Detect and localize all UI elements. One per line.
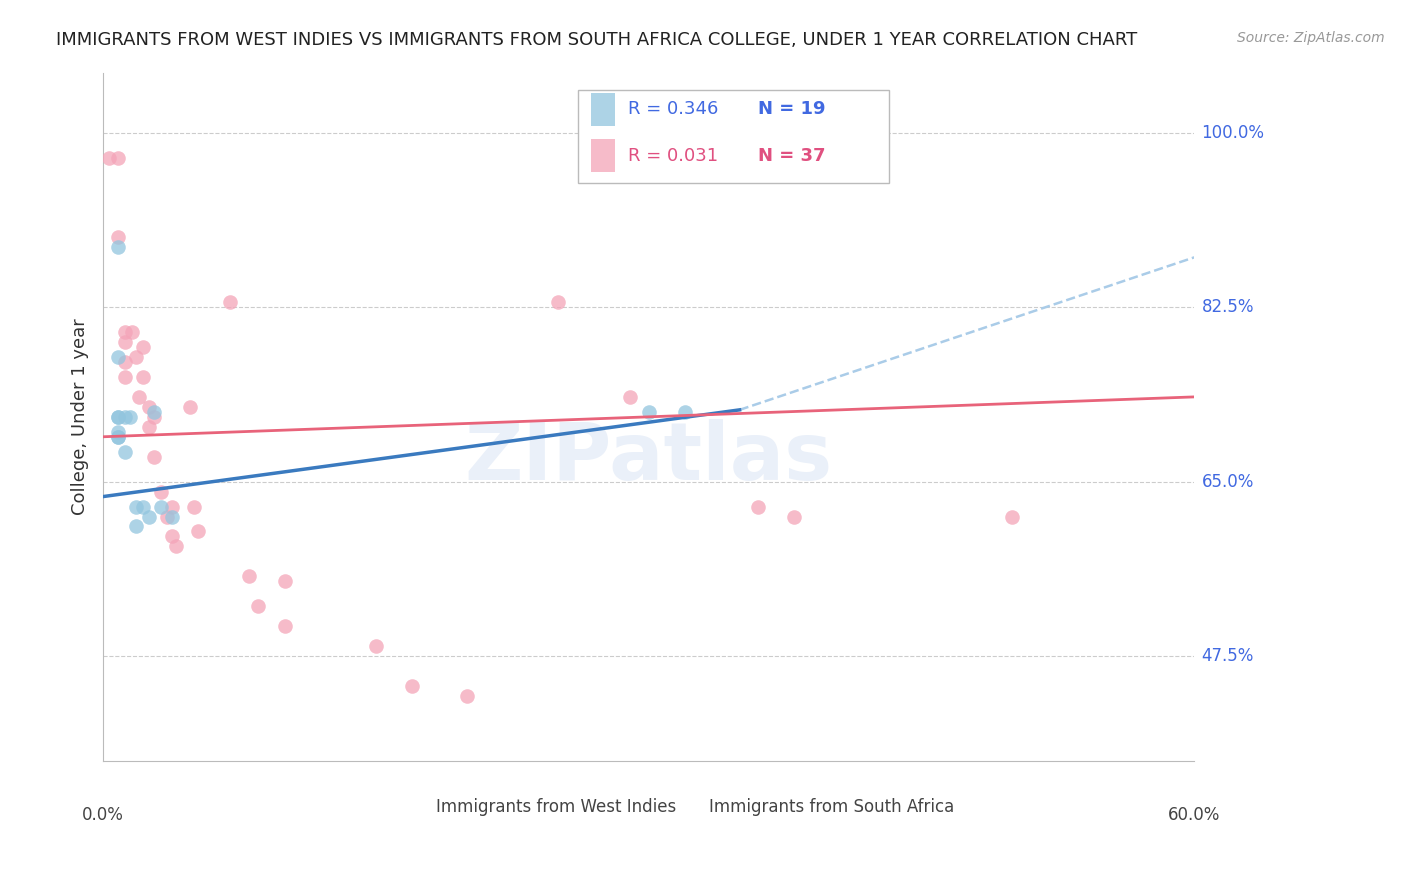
Point bbox=[125, 350, 148, 364]
Point bbox=[132, 370, 155, 384]
Point bbox=[132, 340, 155, 354]
Point bbox=[132, 500, 155, 514]
Text: Immigrants from West Indies: Immigrants from West Indies bbox=[436, 798, 676, 816]
Point bbox=[107, 430, 129, 444]
Text: 65.0%: 65.0% bbox=[1202, 473, 1254, 491]
Text: N = 37: N = 37 bbox=[758, 146, 825, 164]
Text: 100.0%: 100.0% bbox=[1202, 124, 1264, 142]
Point bbox=[274, 619, 297, 633]
Point bbox=[246, 599, 269, 614]
Text: Source: ZipAtlas.com: Source: ZipAtlas.com bbox=[1237, 31, 1385, 45]
Point bbox=[143, 409, 166, 424]
Text: IMMIGRANTS FROM WEST INDIES VS IMMIGRANTS FROM SOUTH AFRICA COLLEGE, UNDER 1 YEA: IMMIGRANTS FROM WEST INDIES VS IMMIGRANT… bbox=[56, 31, 1137, 49]
Point bbox=[125, 519, 148, 533]
Point bbox=[107, 425, 129, 439]
Point bbox=[150, 500, 173, 514]
Point bbox=[1001, 509, 1024, 524]
Point bbox=[114, 409, 136, 424]
Text: ZIPatlas: ZIPatlas bbox=[464, 419, 832, 497]
Point bbox=[120, 409, 142, 424]
Text: 0.0%: 0.0% bbox=[82, 805, 124, 823]
Text: R = 0.346: R = 0.346 bbox=[628, 101, 718, 119]
Point bbox=[156, 509, 179, 524]
Point bbox=[114, 335, 136, 350]
Point bbox=[160, 509, 183, 524]
Point bbox=[138, 400, 160, 414]
Point bbox=[107, 409, 129, 424]
Point bbox=[107, 350, 129, 364]
Point bbox=[128, 390, 150, 404]
Point bbox=[121, 325, 143, 339]
Point bbox=[401, 679, 423, 693]
Point bbox=[107, 151, 129, 165]
Point bbox=[138, 419, 160, 434]
Point bbox=[747, 500, 769, 514]
Point bbox=[783, 509, 806, 524]
Point bbox=[107, 409, 129, 424]
FancyBboxPatch shape bbox=[591, 93, 614, 126]
Point bbox=[619, 390, 641, 404]
Text: Immigrants from South Africa: Immigrants from South Africa bbox=[709, 798, 953, 816]
Point bbox=[456, 689, 478, 703]
Point bbox=[114, 370, 136, 384]
FancyBboxPatch shape bbox=[591, 139, 614, 172]
Point bbox=[143, 450, 166, 464]
Point bbox=[165, 540, 187, 554]
Point bbox=[179, 400, 201, 414]
Point bbox=[547, 295, 569, 310]
Point bbox=[107, 240, 129, 254]
Point bbox=[114, 355, 136, 369]
Text: 82.5%: 82.5% bbox=[1202, 298, 1254, 316]
Point bbox=[114, 325, 136, 339]
Point bbox=[125, 500, 148, 514]
Text: 47.5%: 47.5% bbox=[1202, 647, 1254, 665]
Point bbox=[187, 524, 209, 539]
Point bbox=[160, 500, 183, 514]
FancyBboxPatch shape bbox=[578, 90, 889, 183]
Text: R = 0.031: R = 0.031 bbox=[628, 146, 718, 164]
Y-axis label: College, Under 1 year: College, Under 1 year bbox=[72, 318, 89, 516]
Point bbox=[138, 509, 160, 524]
Point bbox=[364, 639, 387, 653]
Point bbox=[183, 500, 205, 514]
Point bbox=[637, 405, 659, 419]
Point bbox=[673, 405, 696, 419]
Text: N = 19: N = 19 bbox=[758, 101, 825, 119]
Point bbox=[274, 574, 297, 589]
Point bbox=[107, 430, 129, 444]
Point bbox=[97, 151, 120, 165]
Point bbox=[107, 230, 129, 244]
Point bbox=[160, 529, 183, 543]
Point bbox=[143, 405, 166, 419]
Text: 60.0%: 60.0% bbox=[1168, 805, 1220, 823]
Point bbox=[114, 444, 136, 458]
Point bbox=[150, 484, 173, 499]
Point bbox=[238, 569, 260, 583]
Point bbox=[219, 295, 242, 310]
